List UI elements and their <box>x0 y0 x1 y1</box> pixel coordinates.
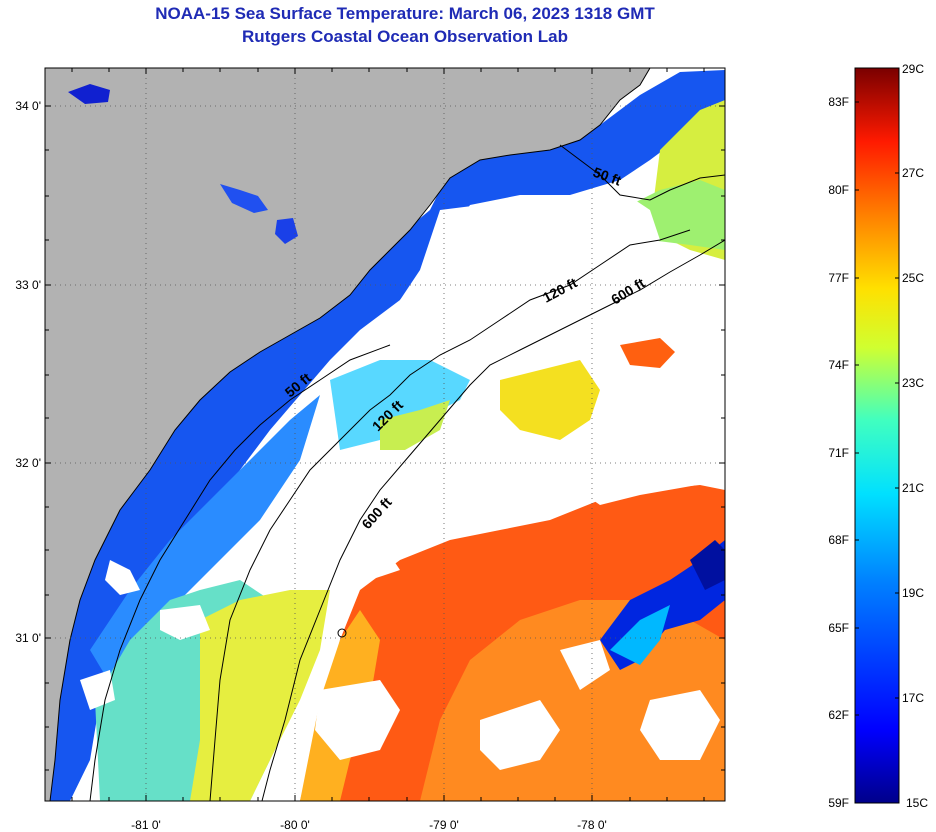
colorbar-c-label: 21C <box>902 481 924 495</box>
cloud-holes <box>80 190 725 770</box>
coastline <box>49 68 651 801</box>
colorbar-c-label: 25C <box>902 271 924 285</box>
colorbar-c-label: 19C <box>902 586 924 600</box>
lon-label: -81 0' <box>131 818 161 832</box>
colorbar-f-label: 83F <box>828 95 849 109</box>
colorbar-ticks <box>855 67 899 716</box>
colorbar-f-label: 65F <box>828 621 849 635</box>
lat-label: 32 0' <box>15 456 41 470</box>
isobath-lines <box>89 144 725 801</box>
colorbar-c-label: 17C <box>902 691 924 705</box>
colorbar-f-label: 80F <box>828 183 849 197</box>
axis-ticks <box>45 68 725 801</box>
colorbar-f-label: 74F <box>828 358 849 372</box>
lat-label: 31 0' <box>15 631 41 645</box>
colorbar-f-label: 71F <box>828 446 849 460</box>
colorbar-c-label: 27C <box>902 166 924 180</box>
colorbar-f-label: 68F <box>828 533 849 547</box>
lat-label: 33 0' <box>15 278 41 292</box>
colorbar-f-label: 59F <box>828 796 849 810</box>
latitude-labels: 34 0' 33 0' 32 0' 31 0' <box>15 99 41 645</box>
colorbar: 29C 27C 25C 23C 21C 19C 17C 15C 83F 80F … <box>828 62 928 810</box>
longitude-labels: -81 0' -80 0' -79 0' -78 0' <box>131 818 607 832</box>
land-mass <box>45 68 650 801</box>
inland-lake <box>68 84 110 104</box>
colorbar-c-label: 23C <box>902 376 924 390</box>
map-panel: 50 ft 50 ft 120 ft 120 ft 600 ft 600 ft <box>45 68 725 801</box>
colorbar-scale <box>854 67 900 804</box>
colorbar-f-label: 62F <box>828 708 849 722</box>
lat-label: 34 0' <box>15 99 41 113</box>
lon-label: -78 0' <box>577 818 607 832</box>
inland-lake <box>220 184 268 213</box>
map-title: NOAA-15 Sea Surface Temperature: March 0… <box>155 4 655 23</box>
map-subtitle: Rutgers Coastal Ocean Observation Lab <box>242 27 568 46</box>
colorbar-c-label: 15C <box>906 796 928 810</box>
lon-label: -80 0' <box>280 818 310 832</box>
marker-circle <box>337 628 347 638</box>
colorbar-f-label: 77F <box>828 271 849 285</box>
map-frame <box>44 67 726 802</box>
inland-lake <box>275 218 298 244</box>
colorbar-c-label: 29C <box>902 62 924 76</box>
sst-field <box>45 70 725 801</box>
lon-label: -79 0' <box>429 818 459 832</box>
